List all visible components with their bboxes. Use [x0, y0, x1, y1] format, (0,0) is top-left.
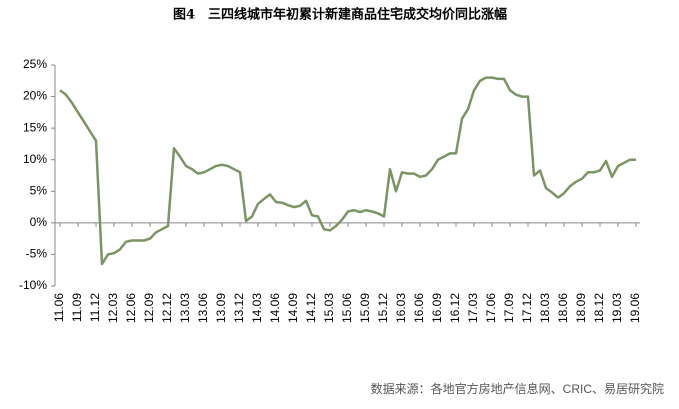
- source-note: 数据来源：各地官方房地产信息网、CRIC、易居研究院: [371, 381, 664, 396]
- x-tick-label: 16.03: [394, 293, 408, 323]
- x-tick-label: 17.03: [466, 293, 480, 323]
- x-tick-label: 17.06: [484, 293, 498, 323]
- y-tick-label: 20%: [23, 89, 47, 103]
- y-tick-label: 15%: [23, 120, 47, 134]
- x-tick-label: 18.09: [574, 293, 588, 323]
- data-line: [59, 76, 636, 266]
- x-tick-label: 15.09: [358, 293, 372, 323]
- x-tick-label: 11.09: [70, 293, 84, 322]
- x-tick-label: 11.12: [88, 293, 102, 322]
- x-tick-label: 14.12: [304, 293, 318, 323]
- x-tick-label: 14.03: [250, 293, 264, 323]
- y-tick-label: 25%: [23, 57, 47, 71]
- x-tick-label: 16.09: [430, 293, 444, 323]
- x-tick-label: 15.12: [376, 293, 390, 323]
- x-tick-label: 14.06: [268, 293, 282, 323]
- x-tick-label: 11.06: [52, 293, 66, 322]
- x-tick-label: 13.12: [232, 293, 246, 323]
- x-tick-label: 16.12: [448, 293, 462, 323]
- x-tick-label: 13.09: [214, 293, 228, 323]
- x-tick-label: 12.09: [142, 293, 156, 323]
- x-tick-label: 12.06: [124, 293, 138, 323]
- y-tick-label: 5%: [30, 183, 48, 197]
- x-tick-label: 18.06: [556, 293, 570, 323]
- x-tick-label: 19.06: [628, 293, 642, 323]
- x-tick-label: 17.12: [520, 293, 534, 323]
- x-tick-label: 14.09: [286, 293, 300, 323]
- y-tick-label: 0%: [30, 215, 48, 229]
- x-tick-label: 13.03: [178, 293, 192, 323]
- x-tick-label: 18.12: [592, 293, 606, 323]
- x-tick-label: 19.03: [610, 293, 624, 323]
- x-tick-label: 12.03: [106, 293, 120, 323]
- x-tick-label: 13.06: [196, 293, 210, 323]
- x-tick-label: 17.09: [502, 293, 516, 323]
- chart-title: 图4 三四线城市年初累计新建商品住宅成交均价同比涨幅: [173, 7, 507, 23]
- x-tick-label: 16.06: [412, 293, 426, 323]
- y-tick-label: -5%: [26, 247, 48, 261]
- y-tick-label: -10%: [19, 278, 47, 292]
- x-tick-label: 18.03: [538, 293, 552, 323]
- y-tick-label: 10%: [23, 152, 47, 166]
- x-tick-label: 15.06: [340, 293, 354, 323]
- x-tick-label: 12.12: [160, 293, 174, 323]
- x-tick-label: 15.03: [322, 293, 336, 323]
